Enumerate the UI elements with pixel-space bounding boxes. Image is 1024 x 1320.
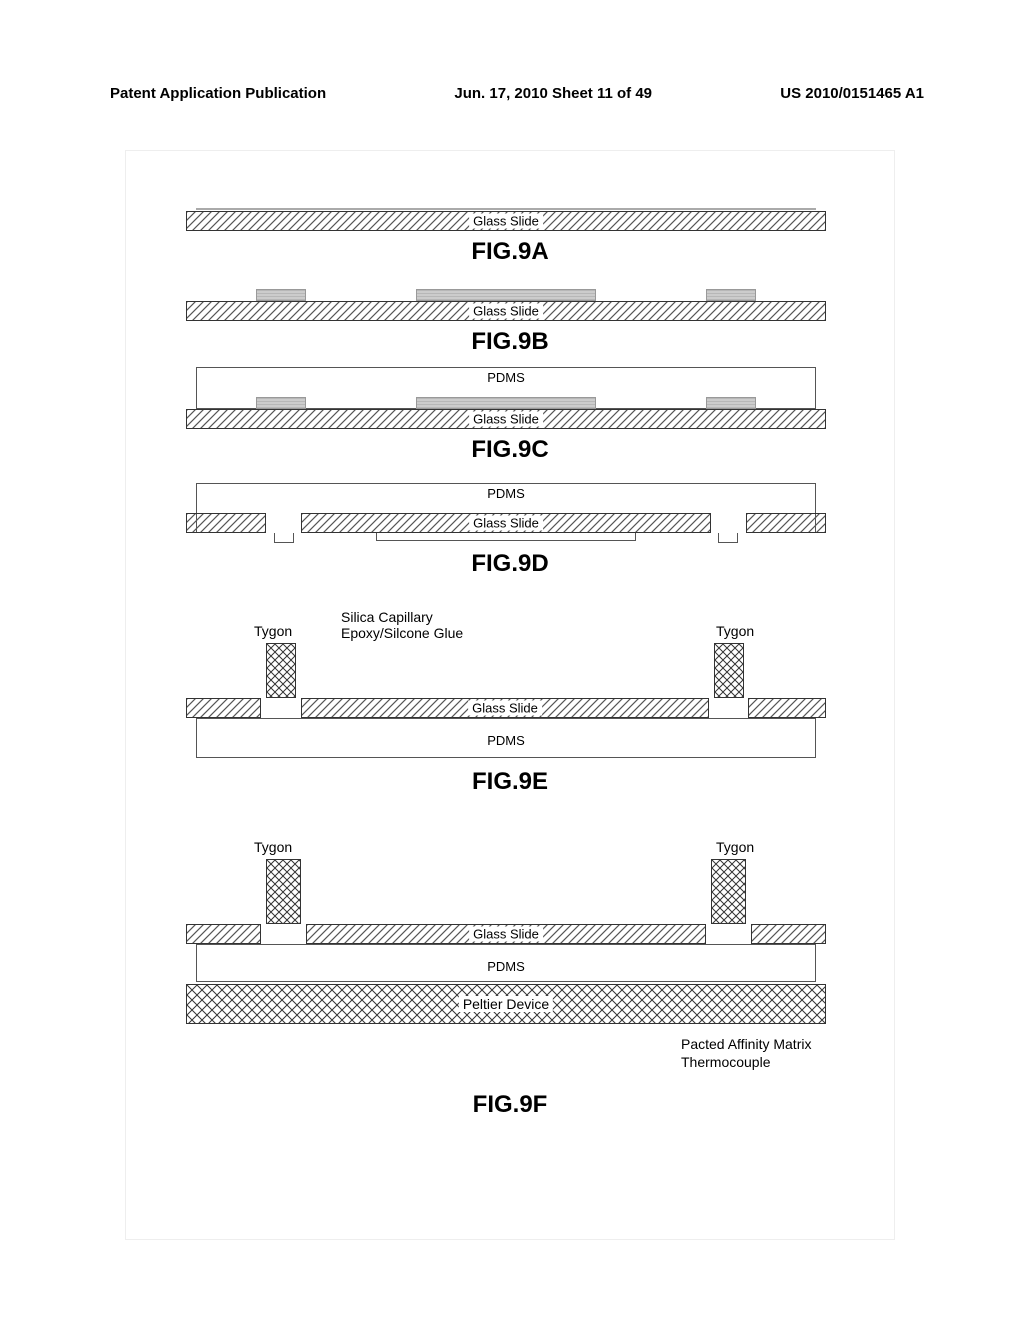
block-c2 <box>416 397 596 409</box>
glass-slide-9d-l <box>186 513 266 533</box>
tygon-f2 <box>711 859 746 924</box>
block-c3 <box>706 397 756 409</box>
tygon-label-f2: Tygon <box>716 839 754 855</box>
panel-9c: PDMS Glass Slide FIG.9C <box>126 389 894 464</box>
packed-label: Pacted Affinity Matrix <box>681 1036 811 1052</box>
glass-label: Glass Slide <box>469 516 543 531</box>
peltier-9f: Peltier Device <box>186 984 826 1024</box>
page-header: Patent Application Publication Jun. 17, … <box>110 85 924 102</box>
glass-label: Glass Slide <box>468 701 542 716</box>
glass-slide-9a: Glass Slide <box>186 211 826 231</box>
panel-9a: Glass Slide FIG.9A <box>126 211 894 266</box>
tygon-label-e1: Tygon <box>254 623 292 639</box>
silica-label: Silica Capillary <box>341 609 433 625</box>
panel-9d: PDMS Glass Slide FIG.9D <box>126 511 894 578</box>
header-center: Jun. 17, 2010 Sheet 11 of 49 <box>454 85 652 102</box>
glass-slide-9f-r <box>751 924 826 944</box>
surface-line <box>196 208 816 210</box>
notch-d1 <box>274 533 294 543</box>
tygon-label-f1: Tygon <box>254 839 292 855</box>
panel-9e: Tygon Silica Capillary Epoxy/Silcone Glu… <box>126 631 894 796</box>
glass-slide-9d-c: Glass Slide <box>301 513 711 533</box>
pdms-9f: PDMS <box>196 944 816 982</box>
header-left: Patent Application Publication <box>110 85 326 102</box>
peltier-label: Peltier Device <box>459 996 553 1012</box>
glass-slide-9b: Glass Slide <box>186 301 826 321</box>
thermocouple-label: Thermocouple <box>681 1054 771 1070</box>
tygon-f1 <box>266 859 301 924</box>
glass-slide-9e-r <box>748 698 826 718</box>
notch-d2 <box>718 533 738 543</box>
glass-label: Glass Slide <box>469 214 543 229</box>
block-b1 <box>256 289 306 301</box>
panel-9f: Tygon Tygon Glass Slide PDMS Peltier Dev… <box>126 851 894 1119</box>
glass-label: Glass Slide <box>469 927 543 942</box>
glass-slide-9f-c: Glass Slide <box>306 924 706 944</box>
epoxy-label: Epoxy/Silcone Glue <box>341 625 463 641</box>
pdms-label: PDMS <box>487 370 525 385</box>
header-right: US 2010/0151465 A1 <box>780 85 924 102</box>
tygon-e2 <box>714 643 744 698</box>
pdms-label: PDMS <box>487 733 525 748</box>
glass-slide-9e-c: Glass Slide <box>301 698 709 718</box>
panel-9b: Glass Slide FIG.9B <box>126 301 894 356</box>
tygon-e1 <box>266 643 296 698</box>
glass-slide-9f-l <box>186 924 261 944</box>
block-b3 <box>706 289 756 301</box>
pdms-label: PDMS <box>487 486 525 501</box>
glass-label: Glass Slide <box>469 304 543 319</box>
channel-d <box>376 533 636 541</box>
block-b2 <box>416 289 596 301</box>
pdms-label: PDMS <box>487 959 525 974</box>
block-c1 <box>256 397 306 409</box>
glass-label: Glass Slide <box>469 412 543 427</box>
tygon-label-e2: Tygon <box>716 623 754 639</box>
pdms-9e: PDMS <box>196 718 816 758</box>
glass-slide-9c: Glass Slide <box>186 409 826 429</box>
glass-slide-9d-r <box>746 513 826 533</box>
figure-area: Glass Slide FIG.9A Glass Slide FIG.9B PD… <box>125 150 895 1240</box>
glass-slide-9e-l <box>186 698 261 718</box>
